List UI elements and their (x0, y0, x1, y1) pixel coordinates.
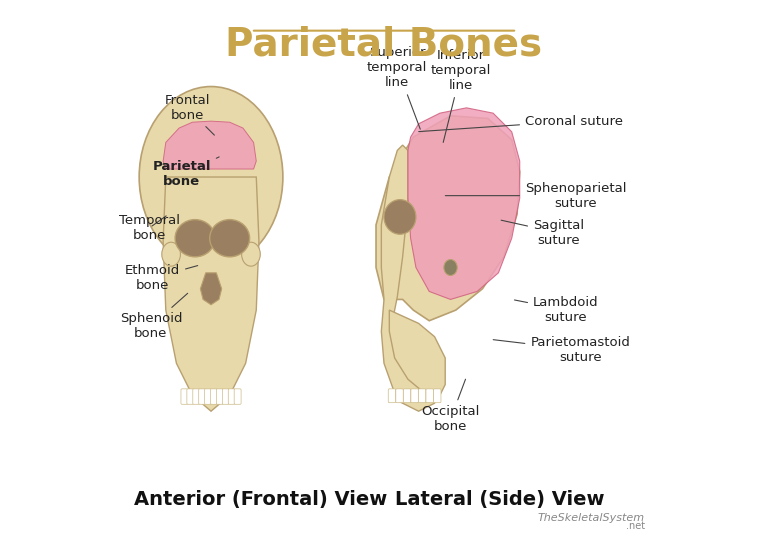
Text: Sphenoid
bone: Sphenoid bone (120, 293, 187, 340)
FancyBboxPatch shape (193, 389, 200, 404)
Text: Superior
temporal
line: Superior temporal line (367, 47, 428, 129)
Polygon shape (382, 145, 440, 411)
Ellipse shape (162, 242, 180, 266)
Text: Sagittal
suture: Sagittal suture (502, 219, 584, 247)
Text: Anterior (Frontal) View: Anterior (Frontal) View (134, 490, 387, 508)
Text: Frontal
bone: Frontal bone (164, 94, 214, 135)
Text: Lateral (Side) View: Lateral (Side) View (395, 490, 604, 508)
FancyBboxPatch shape (234, 389, 241, 404)
Text: Ethmoid
bone: Ethmoid bone (125, 264, 197, 292)
Text: TheSkeletalSystem: TheSkeletalSystem (538, 513, 645, 523)
FancyBboxPatch shape (403, 389, 411, 403)
Ellipse shape (175, 219, 215, 257)
FancyBboxPatch shape (396, 389, 403, 403)
FancyBboxPatch shape (223, 389, 230, 404)
Text: Lambdoid
suture: Lambdoid suture (515, 296, 598, 324)
Text: Occipital
bone: Occipital bone (422, 379, 480, 433)
Text: Inferior
temporal
line: Inferior temporal line (431, 49, 492, 142)
FancyBboxPatch shape (228, 389, 235, 404)
Text: .net: .net (626, 521, 645, 531)
FancyBboxPatch shape (204, 389, 211, 404)
FancyBboxPatch shape (419, 389, 426, 403)
Text: Parietomastoid
suture: Parietomastoid suture (493, 336, 631, 364)
FancyBboxPatch shape (187, 389, 194, 404)
FancyBboxPatch shape (389, 389, 396, 403)
Text: Temporal
bone: Temporal bone (119, 213, 180, 242)
Ellipse shape (384, 200, 416, 234)
Polygon shape (163, 121, 257, 169)
FancyBboxPatch shape (217, 389, 223, 404)
FancyBboxPatch shape (181, 389, 188, 404)
Text: Sphenoparietal
suture: Sphenoparietal suture (445, 182, 627, 210)
Ellipse shape (242, 242, 260, 266)
Ellipse shape (139, 87, 283, 268)
Polygon shape (408, 108, 520, 300)
FancyBboxPatch shape (426, 389, 433, 403)
Text: Parietal
bone: Parietal bone (153, 157, 219, 188)
FancyBboxPatch shape (433, 389, 441, 403)
Text: Parietal Bones: Parietal Bones (226, 25, 542, 63)
Polygon shape (200, 273, 222, 305)
Ellipse shape (444, 259, 457, 276)
FancyBboxPatch shape (411, 389, 419, 403)
Polygon shape (163, 177, 259, 411)
Text: Coronal suture: Coronal suture (419, 114, 623, 132)
Polygon shape (389, 310, 445, 395)
Polygon shape (376, 116, 520, 320)
FancyBboxPatch shape (199, 389, 206, 404)
Ellipse shape (210, 219, 250, 257)
FancyBboxPatch shape (210, 389, 217, 404)
